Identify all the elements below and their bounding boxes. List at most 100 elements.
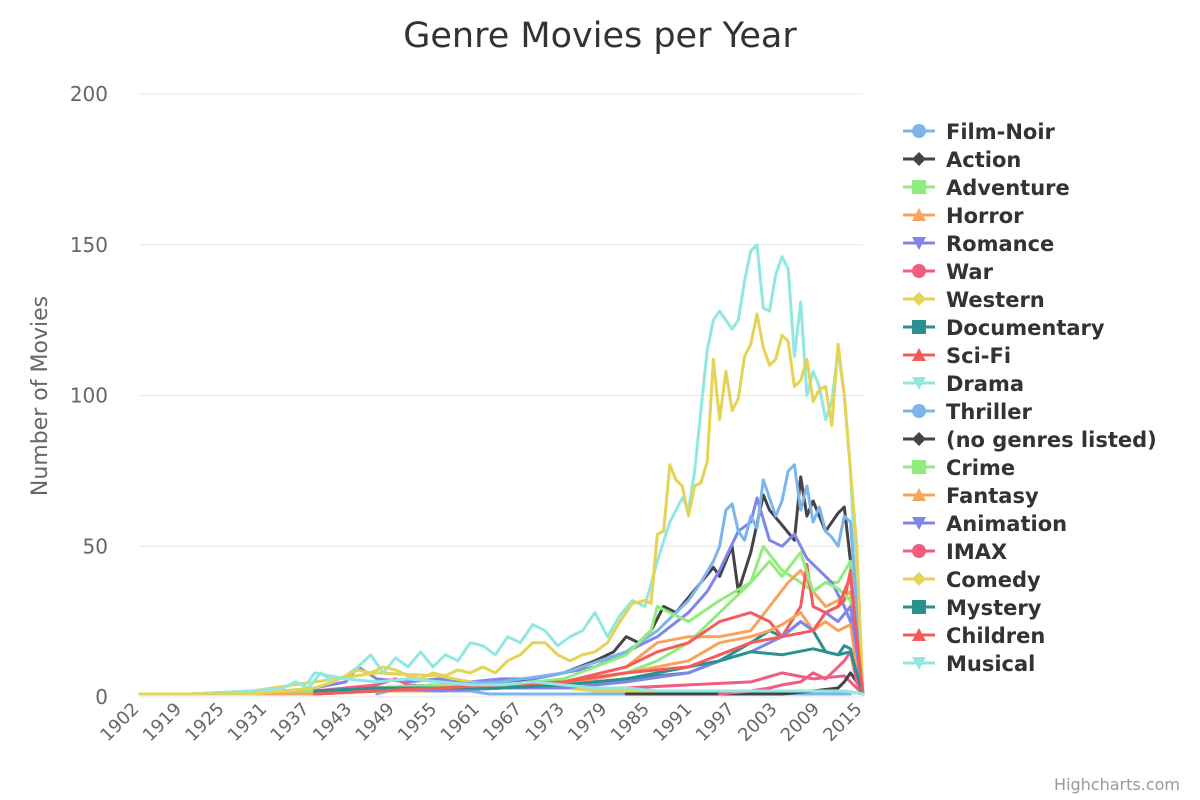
legend-marker <box>912 488 926 501</box>
legend-label: IMAX <box>946 540 1007 564</box>
chart-title: Genre Movies per Year <box>403 16 797 56</box>
legend-item[interactable]: (no genres listed) <box>903 428 1157 452</box>
y-tick-label: 100 <box>70 384 108 408</box>
series-line[interactable] <box>138 312 865 696</box>
series-line[interactable] <box>313 647 865 696</box>
legend-marker <box>912 628 926 641</box>
legend-label: Thriller <box>946 400 1032 424</box>
legend-label: Romance <box>946 232 1054 256</box>
legend-label: Crime <box>946 456 1015 480</box>
x-tick-label: 1967 <box>479 699 526 746</box>
y-tick-label: 200 <box>70 82 108 106</box>
legend-item[interactable]: IMAX <box>903 540 1007 564</box>
x-tick-label: 1991 <box>649 699 696 746</box>
legend-label: Comedy <box>946 568 1041 592</box>
legend-label: Action <box>946 148 1021 172</box>
legend-item[interactable]: Film-Noir <box>903 120 1056 144</box>
legend-marker <box>912 517 926 530</box>
series-line[interactable] <box>250 475 865 696</box>
legend-label: Drama <box>946 372 1024 396</box>
y-tick-label: 150 <box>70 233 108 257</box>
series-line[interactable] <box>313 574 865 696</box>
x-tick-label: 1949 <box>351 699 398 746</box>
legend-marker <box>912 320 926 334</box>
legend-marker <box>912 152 926 166</box>
legend-item[interactable]: Crime <box>903 456 1015 480</box>
legend-label: (no genres listed) <box>946 428 1157 452</box>
legend-marker <box>912 237 926 250</box>
y-tick-label: 50 <box>83 534 108 558</box>
legend-item[interactable]: Adventure <box>903 176 1070 200</box>
series-lines <box>138 243 865 696</box>
legend-item[interactable]: Thriller <box>903 400 1032 424</box>
legend-marker <box>912 657 926 670</box>
legend-label: Children <box>946 624 1045 648</box>
series-line[interactable] <box>306 671 865 696</box>
legend-marker <box>912 460 926 474</box>
legend-item[interactable]: Mystery <box>903 596 1042 620</box>
legend-item[interactable]: War <box>903 260 994 284</box>
legend-marker <box>912 348 926 361</box>
x-tick-label: 2003 <box>734 699 781 746</box>
legend-item[interactable]: Children <box>903 624 1045 648</box>
series-line[interactable] <box>250 544 865 696</box>
legend-marker <box>912 600 926 614</box>
y-tick-label: 0 <box>95 685 108 709</box>
legend-label: Musical <box>946 652 1035 676</box>
series-line[interactable] <box>138 243 865 696</box>
y-axis: 0 50 100 150 200 <box>70 82 108 709</box>
legend-item[interactable]: Action <box>903 148 1021 172</box>
credits-link[interactable]: Highcharts.com <box>1054 775 1180 794</box>
legend-marker <box>912 377 926 390</box>
legend-item[interactable]: Animation <box>903 512 1067 536</box>
legend-marker <box>912 432 926 446</box>
x-tick-label: 1985 <box>607 699 654 746</box>
legend-label: Horror <box>946 204 1024 228</box>
legend-item[interactable]: Documentary <box>903 316 1105 340</box>
x-tick-label: 1961 <box>437 699 484 746</box>
legend-label: Documentary <box>946 316 1105 340</box>
x-tick-label: 1973 <box>522 699 569 746</box>
legend-item[interactable]: Western <box>903 288 1045 312</box>
legend-marker <box>912 544 926 558</box>
legend-marker <box>912 572 926 586</box>
legend-label: War <box>946 260 994 284</box>
x-tick-label: 1943 <box>309 699 356 746</box>
legend-item[interactable]: Romance <box>903 232 1054 256</box>
legend-label: Film-Noir <box>946 120 1056 144</box>
x-tick-label: 1937 <box>266 699 313 746</box>
x-tick-label: 1979 <box>564 699 611 746</box>
legend-item[interactable]: Fantasy <box>903 484 1039 508</box>
legend-marker <box>912 264 926 278</box>
legend-marker <box>912 292 926 306</box>
y-axis-label: Number of Movies <box>28 296 53 496</box>
legend-marker <box>912 180 926 194</box>
x-tick-label: 1925 <box>181 699 228 746</box>
legend-marker <box>912 404 926 418</box>
legend-label: Fantasy <box>946 484 1039 508</box>
x-tick-label: 1931 <box>224 699 271 746</box>
legend-label: Mystery <box>946 596 1042 620</box>
legend[interactable]: Film-Noir Action Adventure Horror Romance War… <box>903 120 1157 676</box>
legend-item[interactable]: Horror <box>903 204 1024 228</box>
grid-lines <box>140 93 863 698</box>
legend-item[interactable]: Comedy <box>903 568 1041 592</box>
legend-label: Animation <box>946 512 1067 536</box>
x-tick-label: 2015 <box>819 699 866 746</box>
legend-label: Sci-Fi <box>946 344 1011 368</box>
legend-marker <box>912 124 926 138</box>
x-tick-label: 2009 <box>777 699 824 746</box>
x-tick-label: 1955 <box>394 699 441 746</box>
legend-item[interactable]: Musical <box>903 652 1035 676</box>
series-line[interactable] <box>250 496 865 696</box>
x-tick-label: 1919 <box>139 699 186 746</box>
legend-marker <box>912 208 926 221</box>
legend-label: Western <box>946 288 1045 312</box>
series-line[interactable] <box>718 650 865 696</box>
x-axis: 1902191919251931193719431949195519611967… <box>96 699 866 746</box>
legend-item[interactable]: Drama <box>903 372 1024 396</box>
series-line[interactable] <box>313 463 865 696</box>
legend-item[interactable]: Sci-Fi <box>903 344 1011 368</box>
legend-label: Adventure <box>946 176 1070 200</box>
